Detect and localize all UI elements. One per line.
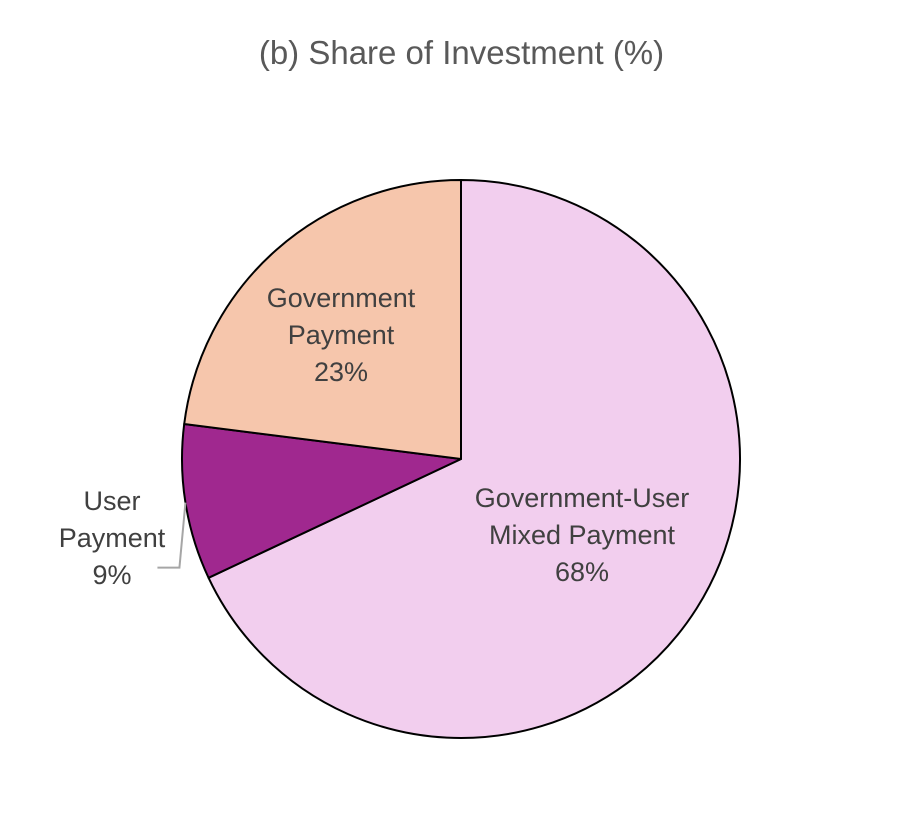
chart-title: (b) Share of Investment (%) [258,34,665,71]
pie-slice-government-payment [183,179,462,460]
slice-name-label: Government-User [475,483,690,513]
slice-name-label: Government [267,283,416,313]
slice-label-user-payment: User Payment 9% [59,486,166,590]
slice-value-label: 68% [555,557,609,587]
slice-value-label: 23% [314,357,368,387]
slice-value-label: 9% [92,560,131,590]
slice-label-government-payment: Government Payment 23% [267,283,416,387]
slice-name-label: Mixed Payment [489,520,676,550]
slice-name-label: Payment [59,523,166,553]
slice-name-label: Payment [288,320,395,350]
slice-label-government-user-mixed-payment: Government-User Mixed Payment 68% [475,483,690,587]
pie-slice-user-payment [181,423,462,579]
pie-slice-government-user-mixed-payment [207,179,741,739]
leader-line-user-payment [157,502,187,569]
slice-name-label: User [83,486,140,516]
